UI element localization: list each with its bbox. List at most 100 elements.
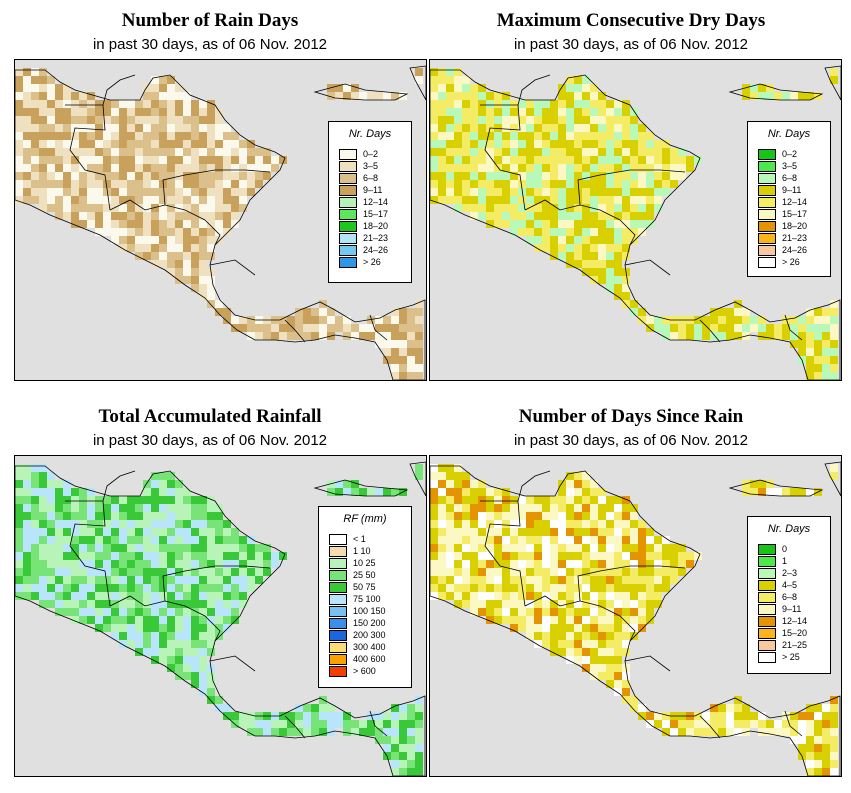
grid-cell: [798, 488, 806, 496]
grid-cell: [518, 600, 526, 608]
grid-cell: [582, 592, 590, 600]
grid-cell: [31, 496, 39, 504]
grid-cell: [167, 92, 175, 100]
grid-cell: [31, 164, 39, 172]
grid-cell: [79, 496, 87, 504]
grid-cell: [630, 584, 638, 592]
legend-label: 0–2: [782, 149, 798, 159]
grid-cell: [590, 600, 598, 608]
grid-cell: [606, 504, 614, 512]
grid-cell: [55, 172, 63, 180]
grid-cell: [199, 520, 207, 528]
grid-cell: [15, 76, 23, 84]
grid-cell: [470, 480, 478, 488]
grid-cell: [39, 164, 47, 172]
grid-cell: [127, 552, 135, 560]
grid-cell: [790, 332, 798, 340]
grid-cell: [119, 608, 127, 616]
grid-cell: [31, 560, 39, 568]
grid-cell: [614, 172, 622, 180]
grid-cell: [143, 528, 151, 536]
grid-cell: [55, 520, 63, 528]
grid-cell: [598, 632, 606, 640]
grid-cell: [702, 712, 710, 720]
grid-cell: [486, 132, 494, 140]
grid-cell: [55, 504, 63, 512]
grid-cell: [191, 196, 199, 204]
grid-cell: [542, 180, 550, 188]
grid-cell: [574, 648, 582, 656]
grid-cell: [255, 720, 263, 728]
grid-cell: [31, 180, 39, 188]
grid-cell: [231, 712, 239, 720]
grid-cell: [526, 212, 534, 220]
grid-cell: [239, 180, 247, 188]
grid-cell: [502, 148, 510, 156]
grid-cell: [598, 252, 606, 260]
grid-cell: [550, 592, 558, 600]
grid-cell: [526, 196, 534, 204]
grid-cell: [159, 472, 167, 480]
grid-cell: [63, 584, 71, 592]
grid-cell: [23, 552, 31, 560]
grid-cell: [135, 140, 143, 148]
grid-cell: [143, 608, 151, 616]
grid-cell: [614, 496, 622, 504]
grid-cell: [55, 576, 63, 584]
grid-cell: [167, 76, 175, 84]
grid-cell: [550, 196, 558, 204]
grid-cell: [159, 504, 167, 512]
grid-cell: [590, 244, 598, 252]
grid-cell: [167, 236, 175, 244]
grid-cell: [734, 728, 742, 736]
grid-cell: [55, 552, 63, 560]
legend: Nr. Days 0 1 2–3 4–5 6–8 9–11 12–14 15–20 21–25 >…: [747, 516, 831, 674]
grid-cell: [119, 236, 127, 244]
grid-cell: [806, 340, 814, 348]
grid-cell: [710, 712, 718, 720]
grid-cell: [343, 712, 351, 720]
grid-cell: [47, 544, 55, 552]
grid-cell: [71, 544, 79, 552]
grid-cell: [55, 100, 63, 108]
grid-cell: [430, 132, 438, 140]
grid-cell: [502, 108, 510, 116]
grid-cell: [462, 520, 470, 528]
country-border: [517, 74, 551, 106]
grid-cell: [255, 324, 263, 332]
grid-cell: [758, 488, 766, 496]
grid-cell: [159, 204, 167, 212]
grid-cell: [127, 544, 135, 552]
grid-cell: [39, 592, 47, 600]
grid-cell: [502, 188, 510, 196]
grid-cell: [430, 108, 438, 116]
grid-cell: [470, 156, 478, 164]
grid-cell: [454, 92, 462, 100]
legend-label: 15–20: [782, 628, 808, 638]
grid-cell: [351, 488, 359, 496]
grid-cell: [15, 132, 23, 140]
grid-cell: [215, 696, 223, 704]
grid-cell: [510, 536, 518, 544]
grid-cell: [638, 132, 646, 140]
country-border: [577, 565, 686, 602]
grid-cell: [662, 560, 670, 568]
grid-cell: [143, 244, 151, 252]
grid-cell: [143, 552, 151, 560]
grid-cell: [191, 236, 199, 244]
grid-cell: [470, 496, 478, 504]
grid-cell: [119, 132, 127, 140]
grid-cell: [351, 720, 359, 728]
grid-cell: [263, 156, 271, 164]
grid-cell: [143, 92, 151, 100]
grid-cell: [446, 592, 454, 600]
grid-cell: [446, 116, 454, 124]
grid-cell: [622, 204, 630, 212]
grid-cell: [598, 148, 606, 156]
grid-cell: [127, 220, 135, 228]
grid-cell: [223, 712, 231, 720]
grid-cell: [430, 116, 438, 124]
grid-cell: [127, 172, 135, 180]
grid-cell: [39, 172, 47, 180]
grid-cell: [454, 156, 462, 164]
